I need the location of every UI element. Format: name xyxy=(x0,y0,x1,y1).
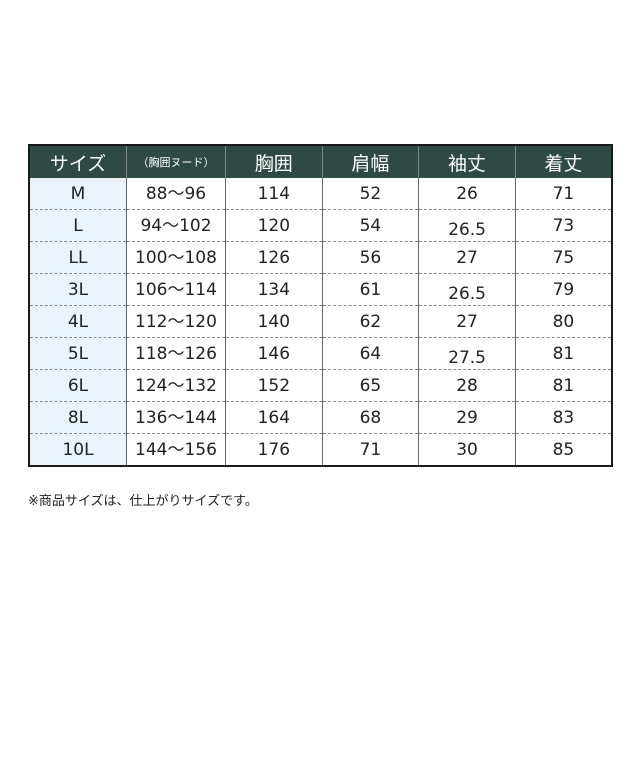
cell-text: 118～126 xyxy=(135,343,217,364)
table-row: 4L 112～120 140 62 27 80 xyxy=(28,305,612,338)
cell-text: 112～120 xyxy=(135,311,217,332)
header-shoulder: 肩幅 xyxy=(321,145,419,178)
table-row: 8L 136～144 164 68 29 83 xyxy=(28,401,612,434)
cell-size: L xyxy=(28,209,127,242)
cell-chest: 120 xyxy=(225,209,323,242)
cell-chest-nude: 136～144 xyxy=(126,401,226,434)
cell-sleeve: 27.5 xyxy=(418,337,516,370)
cell-chest: 114 xyxy=(225,178,323,210)
cell-size: 6L xyxy=(28,369,127,402)
cell-shoulder: 71 xyxy=(321,433,419,467)
cell-sleeve: 29 xyxy=(418,401,516,434)
cell-chest: 146 xyxy=(225,337,323,370)
header-size: サイズ xyxy=(28,145,127,178)
cell-length: 85 xyxy=(514,433,612,467)
cell-chest: 176 xyxy=(225,433,323,467)
cell-chest: 152 xyxy=(225,369,323,402)
header-chest-nude: （胸囲ヌード） xyxy=(126,145,226,178)
cell-sleeve: 30 xyxy=(418,433,516,467)
cell-chest-nude: 106～114 xyxy=(126,273,226,306)
cell-size: 10L xyxy=(28,433,127,467)
cell-length: 79 xyxy=(514,273,612,306)
cell-text: 88～96 xyxy=(145,183,207,204)
table-row: M 88～96 114 52 26 71 xyxy=(28,178,612,210)
size-chart-table: サイズ （胸囲ヌード） 胸囲 肩幅 袖丈 着丈 M 88～96 114 52 26 71 L… xyxy=(28,144,613,467)
cell-size: LL xyxy=(28,241,127,274)
cell-text: 144～156 xyxy=(135,439,217,460)
cell-chest-nude: 112～120 xyxy=(126,305,226,338)
cell-sleeve: 26 xyxy=(418,178,516,210)
cell-shoulder: 54 xyxy=(321,209,419,242)
table-row: 3L 106～114 134 61 26.5 79 xyxy=(28,273,612,306)
cell-chest-nude: 124～132 xyxy=(126,369,226,402)
size-note: ※商品サイズは、仕上がりサイズです。 xyxy=(28,494,258,509)
cell-size: M xyxy=(28,178,127,210)
cell-size: 5L xyxy=(28,337,127,370)
cell-shoulder: 61 xyxy=(321,273,419,306)
header-chest: 胸囲 xyxy=(225,145,323,178)
cell-text: 106～114 xyxy=(135,279,217,300)
cell-shoulder: 62 xyxy=(321,305,419,338)
cell-size: 8L xyxy=(28,401,127,434)
cell-chest-nude: 144～156 xyxy=(126,433,226,467)
cell-text: 136～144 xyxy=(135,407,217,428)
cell-length: 80 xyxy=(514,305,612,338)
cell-shoulder: 68 xyxy=(321,401,419,434)
cell-text: 94～102 xyxy=(140,215,212,236)
cell-sleeve: 27 xyxy=(418,305,516,338)
cell-size: 4L xyxy=(28,305,127,338)
cell-size: 3L xyxy=(28,273,127,306)
cell-sleeve: 27 xyxy=(418,241,516,274)
cell-chest-nude: 94～102 xyxy=(126,209,226,242)
cell-chest: 164 xyxy=(225,401,323,434)
header-length: 着丈 xyxy=(514,145,612,178)
cell-shoulder: 52 xyxy=(321,178,419,210)
cell-chest: 140 xyxy=(225,305,323,338)
table-row: L 94～102 120 54 26.5 73 xyxy=(28,209,612,242)
cell-shoulder: 56 xyxy=(321,241,419,274)
table-row: 6L 124～132 152 65 28 81 xyxy=(28,369,612,402)
table-header-row: サイズ （胸囲ヌード） 胸囲 肩幅 袖丈 着丈 xyxy=(28,145,612,178)
cell-text: 100～108 xyxy=(135,247,217,268)
header-sleeve: 袖丈 xyxy=(418,145,516,178)
cell-chest-nude: 118～126 xyxy=(126,337,226,370)
cell-length: 71 xyxy=(514,178,612,210)
cell-text: 124～132 xyxy=(135,375,217,396)
cell-sleeve: 26.5 xyxy=(418,209,516,242)
cell-shoulder: 64 xyxy=(321,337,419,370)
cell-chest: 134 xyxy=(225,273,323,306)
cell-length: 81 xyxy=(514,337,612,370)
cell-chest-nude: 88～96 xyxy=(126,178,226,210)
cell-sleeve: 28 xyxy=(418,369,516,402)
cell-length: 83 xyxy=(514,401,612,434)
table-row: LL 100～108 126 56 27 75 xyxy=(28,241,612,274)
cell-chest: 126 xyxy=(225,241,323,274)
table-row: 5L 118～126 146 64 27.5 81 xyxy=(28,337,612,370)
cell-length: 81 xyxy=(514,369,612,402)
cell-shoulder: 65 xyxy=(321,369,419,402)
cell-chest-nude: 100～108 xyxy=(126,241,226,274)
cell-sleeve: 26.5 xyxy=(418,273,516,306)
cell-length: 75 xyxy=(514,241,612,274)
cell-length: 73 xyxy=(514,209,612,242)
table-row: 10L 144～156 176 71 30 85 xyxy=(28,433,612,467)
